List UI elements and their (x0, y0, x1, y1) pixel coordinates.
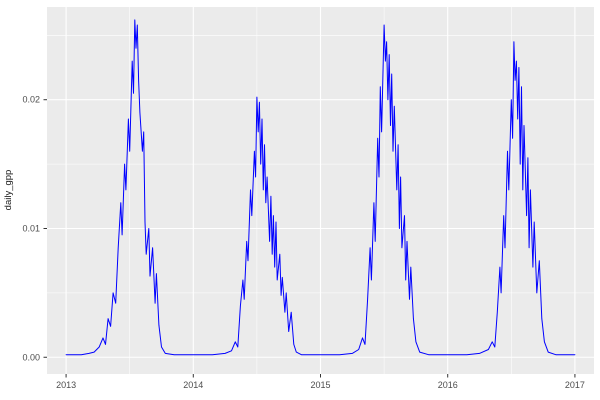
y-axis-title: daily_gpp (3, 170, 14, 211)
y-tick-label: 0.00 (22, 352, 40, 362)
major-gridlines (47, 7, 594, 374)
series-line-daily-gpp (65, 19, 576, 356)
x-tick-label: 2017 (565, 380, 585, 390)
x-tick-label: 2016 (438, 380, 458, 390)
y-axis-tick-labels: 0.00 0.01 0.02 (22, 95, 40, 363)
y-tick-label: 0.02 (22, 95, 40, 105)
x-tick-label: 2015 (310, 380, 330, 390)
x-tick-label: 2013 (56, 380, 76, 390)
x-tick-label: 2014 (183, 380, 203, 390)
y-tick-label: 0.01 (22, 223, 40, 233)
axis-tick-marks (43, 99, 576, 378)
x-axis-tick-labels: 2013 2014 2015 2016 2017 (56, 380, 585, 390)
